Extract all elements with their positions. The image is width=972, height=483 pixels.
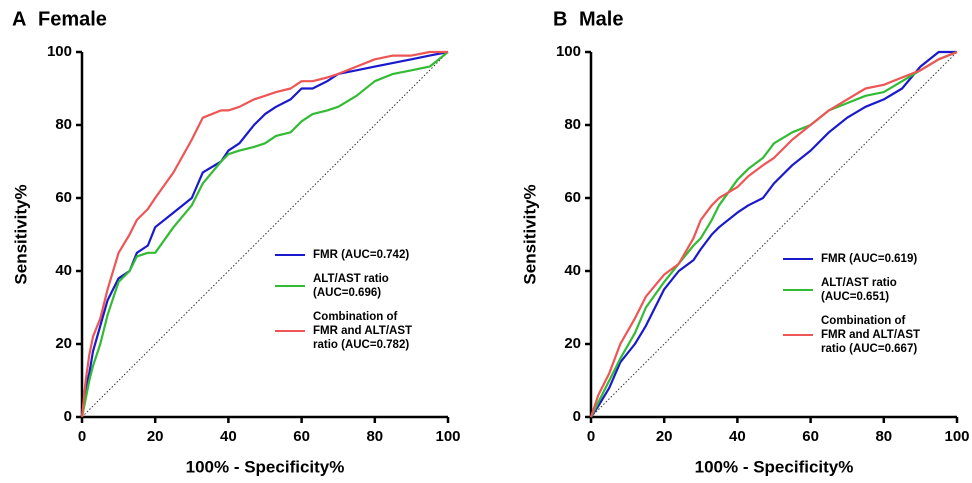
x-tick-label: 20 <box>656 428 673 445</box>
x-tick-label: 20 <box>147 428 164 445</box>
y-tick-label: 20 <box>55 335 72 352</box>
x-tick-label: 60 <box>802 428 819 445</box>
y-tick-label: 100 <box>556 43 581 60</box>
legend: FMR (AUC=0.619) ALT/AST ratio (AUC=0.651)… <box>783 252 920 356</box>
roc-curve <box>80 51 449 418</box>
legend-label: FMR (AUC=0.619) <box>821 253 918 265</box>
legend-entry: FMR (AUC=0.619) <box>783 252 920 266</box>
y-tick-label: 0 <box>64 408 72 425</box>
panel-label: B <box>553 8 567 30</box>
x-tick-label: 40 <box>220 428 237 445</box>
legend-entry: Combination of FMR and ALT/AST ratio (AU… <box>275 310 412 352</box>
x-tick-label: 100 <box>435 428 460 445</box>
y-tick-label: 20 <box>564 335 581 352</box>
roc-curve <box>80 50 448 418</box>
y-tick-label: 60 <box>55 189 72 206</box>
x-axis-label: 100% - Specificity% <box>186 457 345 476</box>
y-tick-label: 80 <box>564 116 581 133</box>
legend-entry: FMR (AUC=0.742) <box>275 248 412 262</box>
y-axis-label: Sensitivity% <box>520 184 539 284</box>
legend-entry: ALT/AST ratio (AUC=0.696) <box>275 272 412 300</box>
x-tick-label: 80 <box>366 428 383 445</box>
x-tick-label: 0 <box>78 428 86 445</box>
roc-curve <box>590 50 957 418</box>
legend-swatch <box>783 289 813 291</box>
roc-curve <box>590 50 958 418</box>
x-tick-label: 100 <box>944 428 969 445</box>
y-tick-label: 100 <box>47 43 72 60</box>
legend-swatch <box>275 285 305 287</box>
legend: FMR (AUC=0.742) ALT/AST ratio (AUC=0.696)… <box>275 248 412 352</box>
chart-title: Male <box>579 8 623 30</box>
legend-swatch <box>275 254 305 256</box>
x-tick-label: 40 <box>729 428 746 445</box>
x-tick-label: 60 <box>293 428 310 445</box>
roc-curve <box>80 50 449 418</box>
reference-line <box>81 51 449 418</box>
legend-label: FMR (AUC=0.742) <box>313 249 410 261</box>
y-tick-label: 0 <box>573 408 581 425</box>
legend-label: ALT/AST ratio (AUC=0.651) <box>821 277 897 303</box>
legend-label: Combination of FMR and ALT/AST ratio (AU… <box>313 311 413 351</box>
legend-label: Combination of FMR and ALT/AST ratio (AU… <box>821 315 921 355</box>
legend-label: ALT/AST ratio (AUC=0.696) <box>313 273 389 299</box>
x-tick-label: 80 <box>875 428 892 445</box>
legend-swatch <box>783 258 813 260</box>
y-tick-label: 40 <box>55 262 72 279</box>
y-tick-label: 40 <box>564 262 581 279</box>
y-tick-label: 60 <box>564 189 581 206</box>
x-axis-label: 100% - Specificity% <box>695 457 854 476</box>
reference-line <box>590 51 958 418</box>
chart-title: Female <box>38 8 107 30</box>
legend-swatch <box>783 334 813 336</box>
panel-label: A <box>12 8 26 30</box>
roc-curve <box>589 50 958 418</box>
legend-swatch <box>275 330 305 332</box>
legend-entry: ALT/AST ratio (AUC=0.651) <box>783 276 920 304</box>
y-tick-label: 80 <box>55 116 72 133</box>
legend-entry: Combination of FMR and ALT/AST ratio (AU… <box>783 314 920 356</box>
x-tick-label: 0 <box>587 428 595 445</box>
y-axis-label: Sensitivity% <box>11 184 30 284</box>
